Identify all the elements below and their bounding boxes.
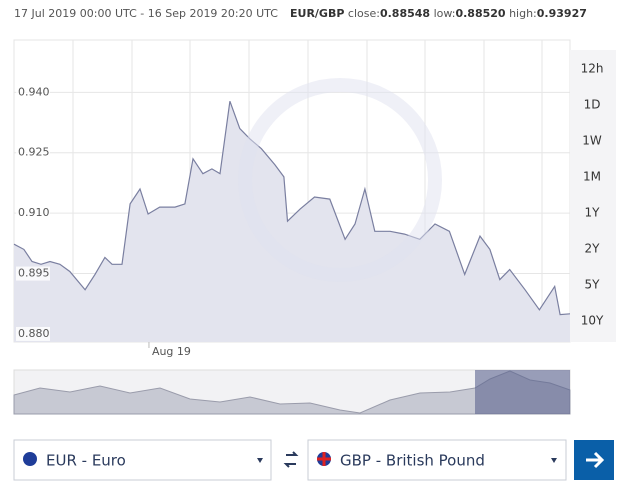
range-button[interactable]: 1Y bbox=[585, 206, 601, 220]
dropdown-arrow bbox=[551, 458, 557, 463]
to-select[interactable] bbox=[307, 439, 567, 481]
rate-line bbox=[13, 100, 571, 316]
range-button[interactable]: 1W bbox=[582, 134, 602, 148]
navigator-selection[interactable] bbox=[475, 370, 570, 414]
area-fill bbox=[14, 101, 570, 342]
arrow-icon bbox=[586, 451, 605, 469]
dropdown-arrow bbox=[257, 458, 263, 463]
high: 0.93927 bbox=[537, 7, 587, 20]
y-label-bg bbox=[16, 326, 50, 341]
pair: EUR/GBP bbox=[290, 7, 344, 20]
y-label-bg bbox=[16, 266, 50, 281]
swap-icon[interactable] bbox=[283, 451, 299, 468]
y-tick-label: 0.940 bbox=[18, 85, 50, 98]
y-label-bg bbox=[16, 85, 50, 100]
pair-info: EUR/GBP close:0.88548 low:0.88520 high:0… bbox=[290, 7, 587, 20]
y-tick-label: 0.895 bbox=[18, 267, 50, 280]
x-tick-label: Aug 19 bbox=[152, 345, 191, 358]
close: 0.88548 bbox=[380, 7, 430, 20]
from-select[interactable] bbox=[13, 439, 272, 481]
date-range: 17 Jul 2019 00:00 UTC - 16 Sep 2019 20:2… bbox=[14, 7, 278, 20]
range-button[interactable]: 12h bbox=[581, 62, 604, 76]
low: 0.88520 bbox=[455, 7, 505, 20]
range-panel bbox=[570, 50, 616, 342]
range-button[interactable]: 1D bbox=[584, 98, 601, 112]
close-label: close: bbox=[348, 7, 380, 20]
low-label: low: bbox=[434, 7, 456, 20]
y-label-bg bbox=[16, 206, 50, 221]
y-tick-label: 0.880 bbox=[18, 327, 50, 340]
range-button[interactable]: 2Y bbox=[585, 242, 601, 256]
range-button[interactable]: 10Y bbox=[581, 314, 604, 328]
y-tick-label: 0.925 bbox=[18, 146, 50, 159]
y-label-bg bbox=[16, 145, 50, 160]
to-label: GBP - British Pound bbox=[340, 452, 485, 470]
y-tick-label: 0.910 bbox=[18, 206, 50, 219]
eu-flag bbox=[23, 452, 37, 466]
watermark bbox=[238, 78, 442, 282]
uk-cross bbox=[317, 452, 331, 466]
high-label: high: bbox=[509, 7, 537, 20]
from-label: EUR - Euro bbox=[46, 452, 126, 470]
range-button[interactable]: 5Y bbox=[585, 278, 601, 292]
range-button[interactable]: 1M bbox=[583, 170, 601, 184]
